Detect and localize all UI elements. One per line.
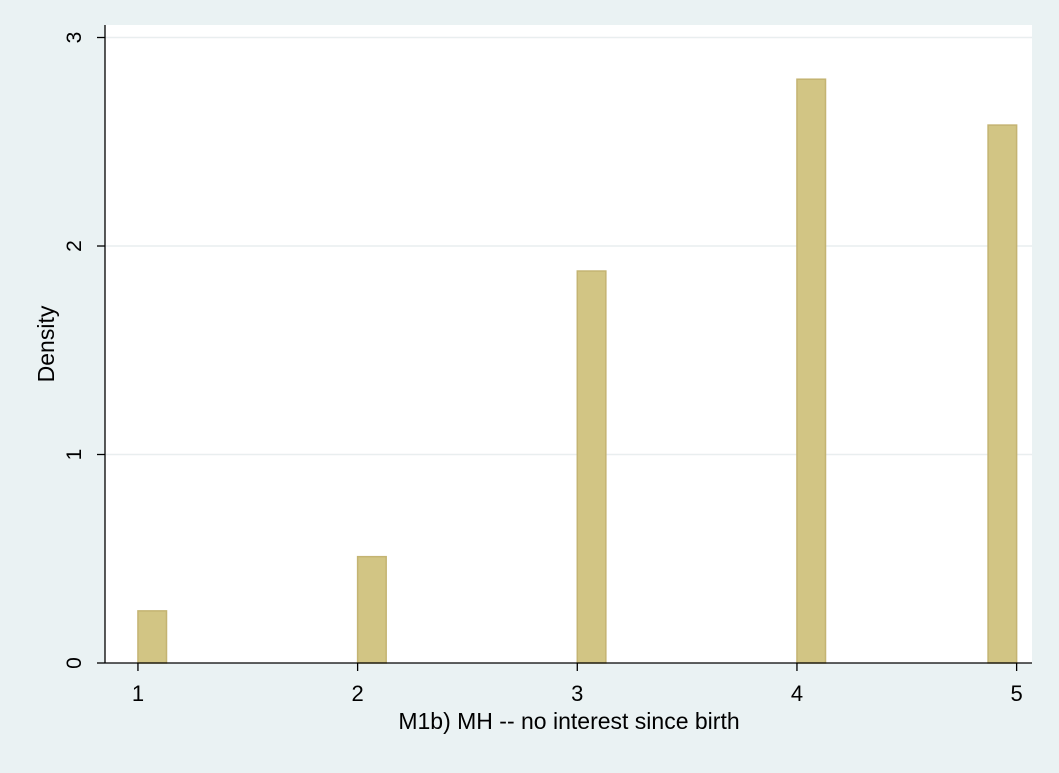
y-tick-label: 1 bbox=[63, 449, 86, 461]
y-ticks: 0 1 2 3 bbox=[63, 32, 105, 669]
histogram-bar bbox=[356, 555, 387, 664]
x-tick-label: 1 bbox=[132, 681, 144, 706]
plot-area bbox=[105, 25, 1032, 663]
histogram-bar bbox=[796, 78, 827, 664]
histogram-bar bbox=[576, 270, 607, 664]
y-tick-label: 0 bbox=[63, 657, 86, 669]
x-tick-label: 2 bbox=[351, 681, 363, 706]
grid-lines bbox=[105, 36, 1032, 456]
y-tick-label: 2 bbox=[63, 240, 86, 252]
axes bbox=[104, 25, 1032, 664]
y-axis-label: Density bbox=[33, 305, 59, 382]
x-tick-label: 5 bbox=[1010, 681, 1022, 706]
histogram-bar bbox=[987, 124, 1018, 664]
x-tick-label: 4 bbox=[791, 681, 803, 706]
bars bbox=[137, 78, 1018, 664]
histogram-bar bbox=[137, 610, 168, 664]
y-tick-label: 3 bbox=[63, 32, 86, 44]
x-tick-label: 3 bbox=[571, 681, 583, 706]
x-axis-label: M1b) MH -- no interest since birth bbox=[398, 708, 739, 734]
x-ticks: 1 2 3 4 5 bbox=[132, 663, 1023, 706]
